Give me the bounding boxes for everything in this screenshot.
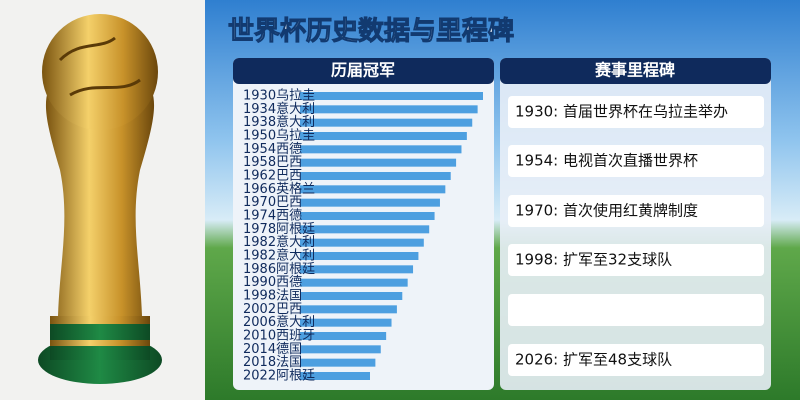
champion: 1990西德 bbox=[243, 275, 302, 290]
decor-bar bbox=[300, 292, 403, 300]
champion-list: 1930乌拉圭1934意大利1938意大利1950乌拉圭1954西德1958巴西… bbox=[243, 88, 483, 384]
milestone-box bbox=[508, 244, 764, 276]
champion: 2002巴西 bbox=[243, 302, 302, 317]
champion: 1982意大利 bbox=[243, 248, 315, 264]
panel-header bbox=[500, 58, 771, 84]
decor-bar bbox=[300, 185, 446, 194]
decor-bar bbox=[300, 172, 451, 180]
champion: 1930乌拉圭 bbox=[243, 88, 315, 104]
decor-bar bbox=[300, 238, 424, 247]
panel-header bbox=[233, 58, 494, 84]
champion: 2014德国 bbox=[243, 342, 302, 357]
decor-bar bbox=[300, 118, 473, 127]
champion: 1970巴西 bbox=[243, 195, 302, 210]
milestone: 1954: 电视首次直播世界杯 bbox=[515, 152, 698, 170]
decor-bar bbox=[300, 92, 483, 100]
decor-bar bbox=[300, 318, 392, 327]
decor-bar bbox=[300, 305, 397, 314]
decor-bar bbox=[300, 345, 381, 354]
champion: 1958巴西 bbox=[243, 155, 302, 170]
decor-bar bbox=[300, 332, 387, 340]
panel-title: 赛事里程碑 bbox=[594, 61, 675, 80]
page-title: 世界杯历史数据与里程碑 bbox=[228, 17, 514, 47]
decor-bar bbox=[300, 372, 370, 380]
panel-title: 历届冠军 bbox=[331, 61, 395, 80]
champion: 1974西德 bbox=[243, 209, 302, 224]
champions-panel bbox=[233, 58, 494, 390]
milestone: 1998: 扩军至32支球队 bbox=[515, 251, 672, 269]
decor-bar bbox=[300, 212, 435, 220]
champion: 1986阿根廷 bbox=[243, 262, 315, 277]
decor-bar bbox=[300, 132, 467, 140]
decor-bar bbox=[300, 145, 462, 154]
champion: 1954西德 bbox=[243, 142, 302, 157]
champion: 2010西班牙 bbox=[243, 329, 315, 344]
milestone-box bbox=[508, 145, 764, 177]
champion: 1950乌拉圭 bbox=[243, 128, 315, 144]
milestone: 2026: 扩军至48支球队 bbox=[515, 351, 672, 369]
decor-bar bbox=[300, 225, 430, 234]
milestone: 1970: 首次使用红黄牌制度 bbox=[515, 202, 698, 220]
champion: 2022阿根廷 bbox=[243, 369, 315, 384]
champion: 1962巴西 bbox=[243, 169, 302, 184]
trophy bbox=[38, 14, 162, 384]
milestone-box bbox=[508, 344, 764, 376]
champion: 1938意大利 bbox=[243, 114, 315, 130]
decor-bar bbox=[300, 198, 440, 207]
champion: 1934意大利 bbox=[243, 101, 315, 117]
champion: 1966英格兰 bbox=[243, 181, 315, 197]
milestone-box bbox=[508, 195, 764, 227]
decor-bar bbox=[300, 158, 457, 167]
decor-bar bbox=[300, 278, 408, 287]
champion: 1982意大利 bbox=[243, 234, 315, 250]
decor-bar bbox=[300, 252, 419, 260]
milestone-box bbox=[508, 294, 764, 326]
decor-bar bbox=[300, 105, 478, 114]
champion: 1978阿根廷 bbox=[243, 222, 315, 237]
decor-bar bbox=[300, 358, 376, 367]
milestone-box bbox=[508, 96, 764, 128]
champion: 2006意大利 bbox=[243, 314, 315, 330]
champion: 2018法国 bbox=[243, 355, 302, 370]
milestone: 1930: 首届世界杯在乌拉圭举办 bbox=[515, 103, 728, 121]
champion: 1998法国 bbox=[243, 289, 302, 304]
decor-bar bbox=[300, 265, 414, 274]
